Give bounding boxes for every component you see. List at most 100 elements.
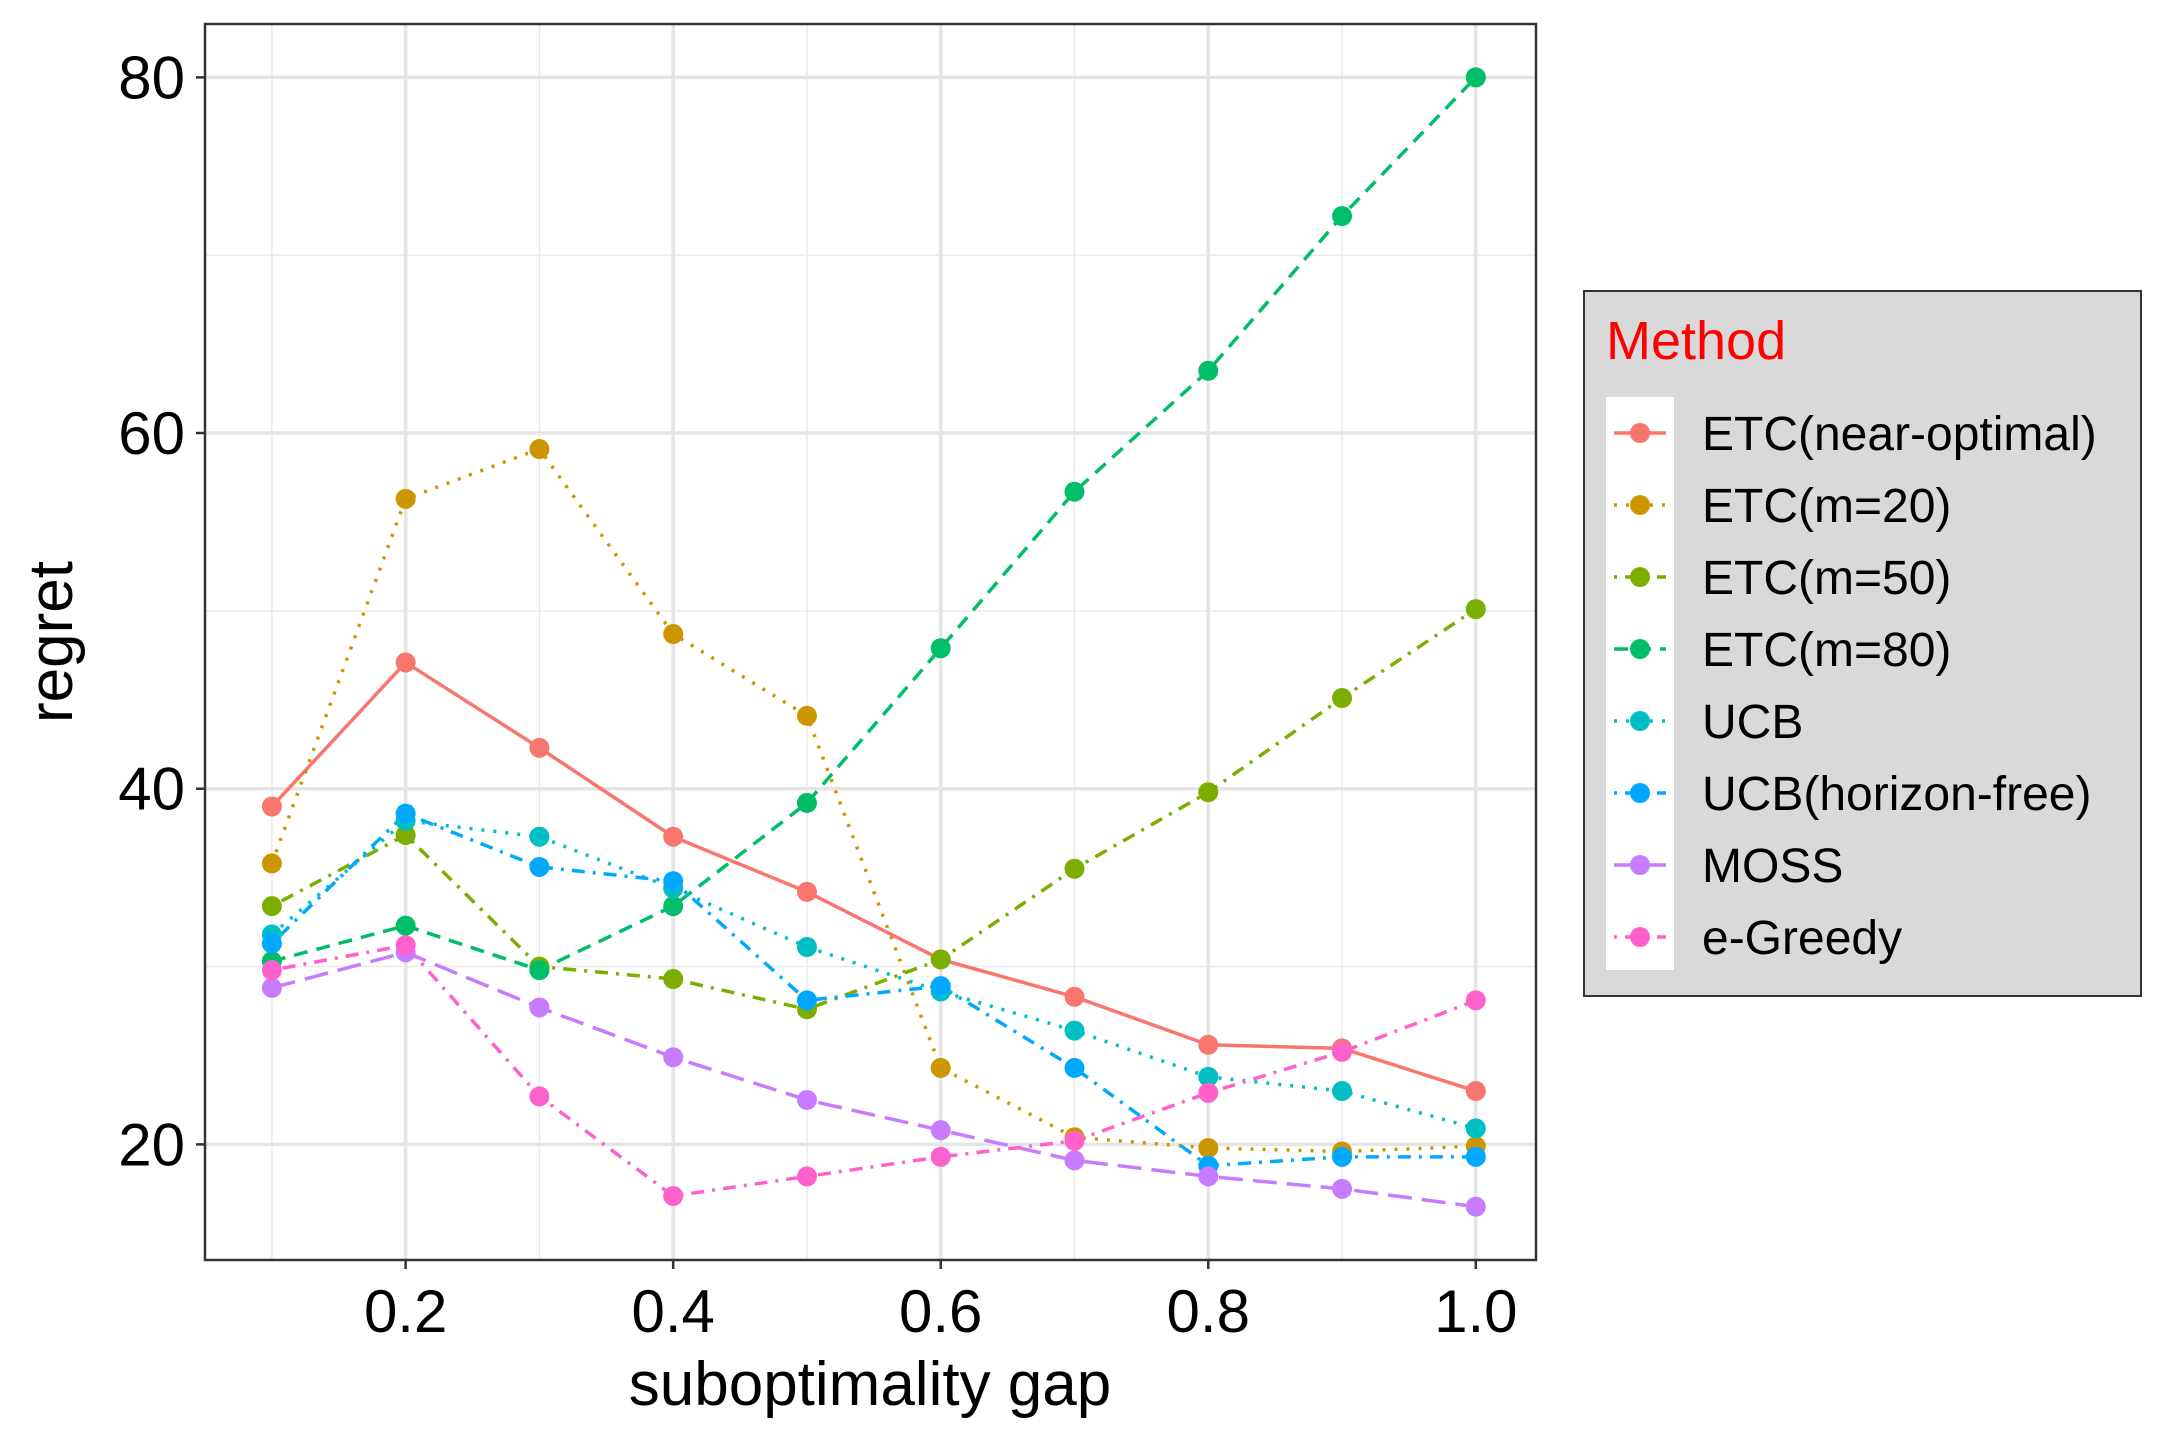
data-point: [1465, 1146, 1486, 1167]
x-tick-label: 1.0: [1434, 1278, 1517, 1345]
data-point: [1198, 1166, 1219, 1187]
data-point: [1465, 67, 1486, 88]
legend-key-point: [1630, 927, 1650, 947]
data-point: [1064, 858, 1085, 879]
data-point: [663, 826, 684, 847]
series-line: [270, 811, 1476, 1168]
data-point: [529, 737, 550, 758]
series-lines: [270, 76, 1478, 1209]
legend-key-point: [1630, 783, 1650, 803]
data-point: [663, 1047, 684, 1068]
series-line: [271, 76, 1478, 973]
data-point: [1064, 481, 1085, 502]
series-line: [271, 607, 1477, 1012]
legend-label: ETC(m=50): [1702, 552, 1951, 605]
data-point: [261, 796, 282, 817]
x-tick-label: 0.4: [631, 1278, 714, 1345]
y-axis-title: regret: [17, 561, 86, 723]
data-point: [1198, 1082, 1219, 1103]
data-point: [796, 1166, 817, 1187]
data-point: [1465, 990, 1486, 1011]
legend-background: [1583, 290, 2142, 997]
data-point: [395, 652, 416, 673]
series-line: [270, 818, 1477, 1131]
x-axis-title: suboptimality gap: [629, 1350, 1112, 1419]
panel-background: [205, 24, 1536, 1260]
x-tick-label: 0.6: [899, 1278, 982, 1345]
legend-label: UCB: [1702, 696, 1803, 749]
data-point: [529, 856, 550, 877]
legend-key-point: [1630, 855, 1650, 875]
data-point: [796, 881, 817, 902]
legend-key-point: [1630, 423, 1650, 443]
legend-key-background: [1606, 397, 1674, 970]
data-point: [261, 977, 282, 998]
data-point: [930, 949, 951, 970]
data-point: [1198, 360, 1219, 381]
data-point: [395, 915, 416, 936]
legend-label: e-Greedy: [1702, 912, 1902, 965]
data-point: [395, 824, 416, 845]
legend-key-point: [1630, 711, 1650, 731]
data-point: [796, 705, 817, 726]
series-line: [271, 943, 1477, 1198]
data-point: [663, 871, 684, 892]
legend: Method ETC(near-optimal) ETC(m=20) ETC(m=5…: [1583, 290, 2142, 997]
data-point: [1332, 1041, 1353, 1062]
series-line: [270, 446, 1476, 1154]
x-axis-ticks: 0.2 0.4 0.6 0.8 1.0: [364, 1260, 1518, 1345]
data-point: [1465, 1081, 1486, 1102]
data-point: [529, 997, 550, 1018]
data-point: [1064, 1150, 1085, 1171]
x-tick-label: 0.8: [1167, 1278, 1250, 1345]
data-point: [796, 990, 817, 1011]
data-point: [1465, 599, 1486, 620]
data-point: [930, 976, 951, 997]
data-point: [1465, 1196, 1486, 1217]
data-point: [1198, 1034, 1219, 1055]
data-point: [796, 792, 817, 813]
data-point: [930, 638, 951, 659]
data-point: [261, 896, 282, 917]
legend-label: ETC(near-optimal): [1702, 408, 2097, 461]
data-point: [1198, 1066, 1219, 1087]
y-tick-label: 60: [118, 400, 185, 467]
legend-label: MOSS: [1702, 840, 1843, 893]
data-point: [1332, 1081, 1353, 1102]
legend-label: UCB(horizon-free): [1702, 768, 2091, 821]
legend-label: ETC(m=80): [1702, 624, 1951, 677]
data-point: [261, 853, 282, 874]
data-point: [1198, 782, 1219, 803]
data-point: [1332, 1178, 1353, 1199]
data-point: [395, 935, 416, 956]
data-point: [663, 1185, 684, 1206]
data-point: [261, 960, 282, 981]
data-point: [796, 936, 817, 957]
data-point: [1064, 1057, 1085, 1078]
data-point: [930, 1057, 951, 1078]
series-line: [271, 950, 1477, 1209]
data-point: [1332, 1146, 1353, 1167]
y-tick-label: 40: [118, 756, 185, 823]
data-point: [529, 960, 550, 981]
series-points: [261, 67, 1486, 1217]
data-point: [395, 803, 416, 824]
data-point: [930, 1146, 951, 1167]
data-point: [1064, 1020, 1085, 1041]
data-point: [261, 933, 282, 954]
legend-title: Method: [1606, 311, 1786, 371]
panel-border: [203, 22, 1538, 1262]
data-point: [663, 623, 684, 644]
legend-key-point: [1630, 567, 1650, 587]
data-point: [529, 439, 550, 460]
legend-label: ETC(m=20): [1702, 480, 1951, 533]
data-point: [663, 896, 684, 917]
legend-key-point: [1630, 639, 1650, 659]
series-line: [270, 660, 1477, 1093]
data-point: [1064, 1130, 1085, 1151]
data-point: [529, 1086, 550, 1107]
data-point: [796, 1089, 817, 1110]
x-tick-label: 0.2: [364, 1278, 447, 1345]
data-point: [930, 1120, 951, 1141]
